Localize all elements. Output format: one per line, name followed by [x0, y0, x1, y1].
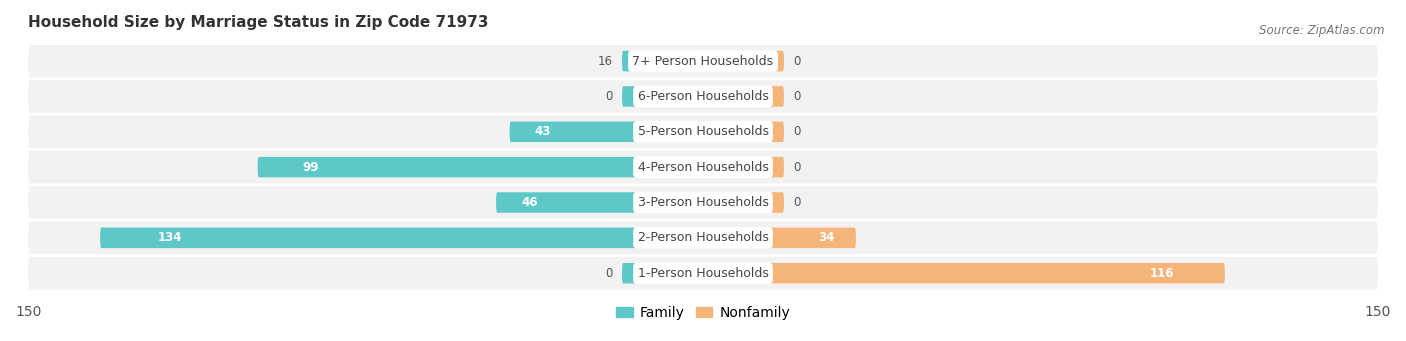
- Text: 34: 34: [818, 231, 835, 244]
- FancyBboxPatch shape: [703, 121, 785, 142]
- FancyBboxPatch shape: [28, 80, 1378, 113]
- FancyBboxPatch shape: [28, 116, 1378, 148]
- Text: 134: 134: [157, 231, 181, 244]
- FancyBboxPatch shape: [703, 86, 785, 107]
- Text: 116: 116: [1150, 267, 1174, 280]
- Legend: Family, Nonfamily: Family, Nonfamily: [610, 300, 796, 325]
- Text: 0: 0: [793, 125, 800, 138]
- FancyBboxPatch shape: [703, 227, 856, 248]
- FancyBboxPatch shape: [28, 186, 1378, 219]
- Text: 7+ Person Households: 7+ Person Households: [633, 55, 773, 68]
- FancyBboxPatch shape: [621, 263, 703, 283]
- FancyBboxPatch shape: [28, 151, 1378, 183]
- Text: 43: 43: [534, 125, 550, 138]
- FancyBboxPatch shape: [621, 51, 703, 71]
- Text: 1-Person Households: 1-Person Households: [637, 267, 769, 280]
- Text: 0: 0: [606, 267, 613, 280]
- FancyBboxPatch shape: [100, 227, 703, 248]
- FancyBboxPatch shape: [509, 121, 703, 142]
- Text: 0: 0: [606, 90, 613, 103]
- FancyBboxPatch shape: [703, 51, 785, 71]
- Text: 0: 0: [793, 196, 800, 209]
- Text: 0: 0: [793, 90, 800, 103]
- FancyBboxPatch shape: [257, 157, 703, 177]
- FancyBboxPatch shape: [28, 45, 1378, 77]
- Text: 4-Person Households: 4-Person Households: [637, 161, 769, 174]
- FancyBboxPatch shape: [28, 222, 1378, 254]
- Text: 3-Person Households: 3-Person Households: [637, 196, 769, 209]
- Text: 99: 99: [302, 161, 319, 174]
- Text: 0: 0: [793, 161, 800, 174]
- FancyBboxPatch shape: [703, 192, 785, 213]
- Text: 5-Person Households: 5-Person Households: [637, 125, 769, 138]
- Text: 16: 16: [598, 55, 613, 68]
- FancyBboxPatch shape: [28, 257, 1378, 290]
- Text: Source: ZipAtlas.com: Source: ZipAtlas.com: [1260, 24, 1385, 37]
- FancyBboxPatch shape: [703, 157, 785, 177]
- FancyBboxPatch shape: [703, 263, 1225, 283]
- FancyBboxPatch shape: [496, 192, 703, 213]
- Text: 46: 46: [522, 196, 538, 209]
- Text: Household Size by Marriage Status in Zip Code 71973: Household Size by Marriage Status in Zip…: [28, 15, 489, 30]
- Text: 0: 0: [793, 55, 800, 68]
- FancyBboxPatch shape: [621, 86, 703, 107]
- Text: 2-Person Households: 2-Person Households: [637, 231, 769, 244]
- Text: 6-Person Households: 6-Person Households: [637, 90, 769, 103]
